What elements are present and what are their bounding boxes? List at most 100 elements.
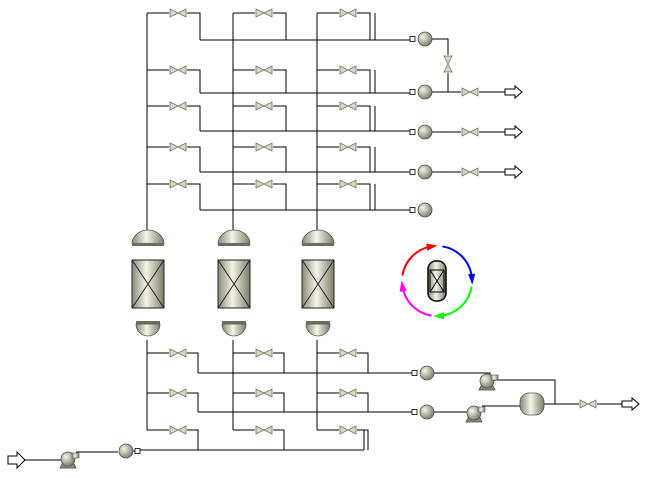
valve-icon[interactable] bbox=[339, 348, 357, 358]
valve-icon[interactable] bbox=[169, 65, 187, 75]
valve-body bbox=[339, 8, 357, 18]
valve-icon[interactable] bbox=[255, 425, 273, 435]
mixer-icon[interactable] bbox=[417, 202, 433, 218]
inlet-port bbox=[409, 207, 416, 213]
valve-icon[interactable] bbox=[169, 348, 187, 358]
valve-body bbox=[461, 167, 479, 177]
valve-body bbox=[255, 142, 273, 152]
valve-icon[interactable] bbox=[169, 8, 187, 18]
pipe-network bbox=[25, 12, 622, 461]
mixer-body bbox=[419, 365, 435, 381]
inlet-port bbox=[409, 169, 416, 175]
valve-body bbox=[169, 425, 187, 435]
column-bottom-dome bbox=[135, 323, 161, 337]
drum-body bbox=[519, 392, 545, 416]
mixer-icon[interactable] bbox=[417, 164, 433, 180]
valve-icon[interactable] bbox=[169, 179, 187, 189]
inlet-port bbox=[134, 448, 141, 454]
valve-icon[interactable] bbox=[339, 142, 357, 152]
valve-icon[interactable] bbox=[255, 65, 273, 75]
valve-icon[interactable] bbox=[579, 399, 597, 409]
valve-body bbox=[461, 127, 479, 137]
inlet-port bbox=[409, 89, 416, 95]
valve-icon[interactable] bbox=[461, 167, 479, 177]
valve-icon[interactable] bbox=[169, 101, 187, 111]
valve-body bbox=[169, 101, 187, 111]
valve-icon[interactable] bbox=[339, 179, 357, 189]
compressor-icon[interactable] bbox=[59, 451, 80, 469]
mixer-icon[interactable] bbox=[419, 404, 435, 420]
branch-pipe bbox=[357, 183, 371, 210]
feed-arrow-icon[interactable] bbox=[7, 450, 26, 470]
compressor-body bbox=[60, 451, 76, 467]
valve-icon[interactable] bbox=[443, 55, 453, 73]
adsorber-column-1[interactable] bbox=[131, 229, 165, 337]
mixer-body bbox=[417, 31, 433, 47]
inlet-port bbox=[411, 409, 418, 415]
valve-icon[interactable] bbox=[339, 8, 357, 18]
valve-icon[interactable] bbox=[169, 425, 187, 435]
valve-icon[interactable] bbox=[461, 127, 479, 137]
valve-icon[interactable] bbox=[255, 142, 273, 152]
mixer-icon[interactable] bbox=[118, 443, 134, 459]
valve-body bbox=[255, 8, 273, 18]
equipment-layer bbox=[7, 8, 640, 470]
compressor-icon[interactable] bbox=[465, 405, 486, 423]
product-arrow-icon[interactable] bbox=[504, 84, 523, 100]
valve-body bbox=[169, 388, 187, 398]
mixer-icon[interactable] bbox=[417, 31, 433, 47]
branch-pipe bbox=[357, 105, 371, 131]
valve-icon[interactable] bbox=[169, 142, 187, 152]
valve-body bbox=[169, 65, 187, 75]
mixer-body bbox=[417, 84, 433, 100]
inlet-port bbox=[411, 370, 418, 376]
compressor-icon[interactable] bbox=[478, 373, 499, 391]
branch-pipe bbox=[187, 392, 199, 412]
valve-body bbox=[169, 142, 187, 152]
valve-body bbox=[255, 179, 273, 189]
mixer-icon[interactable] bbox=[417, 84, 433, 100]
adsorber-column-3[interactable] bbox=[301, 229, 335, 337]
branch-pipe bbox=[273, 146, 287, 172]
valve-icon[interactable] bbox=[339, 101, 357, 111]
valve-body bbox=[579, 399, 597, 409]
valve-body bbox=[461, 87, 479, 97]
column-bottom-flange bbox=[136, 321, 160, 324]
branch-pipe bbox=[187, 69, 201, 93]
branch-pipe bbox=[187, 352, 199, 373]
valve-icon[interactable] bbox=[169, 388, 187, 398]
valve-icon[interactable] bbox=[255, 179, 273, 189]
valve-icon[interactable] bbox=[461, 87, 479, 97]
separator-drum-icon[interactable] bbox=[519, 392, 545, 416]
product-arrow-icon[interactable] bbox=[504, 124, 523, 140]
adsorber-column-2[interactable] bbox=[217, 229, 251, 337]
cycle-arc bbox=[401, 245, 432, 276]
inlet-port bbox=[409, 129, 416, 135]
product-arrow-icon[interactable] bbox=[621, 396, 640, 412]
valve-icon[interactable] bbox=[339, 65, 357, 75]
mixer-icon[interactable] bbox=[419, 365, 435, 381]
valve-icon[interactable] bbox=[255, 101, 273, 111]
valve-icon[interactable] bbox=[339, 425, 357, 435]
valve-icon[interactable] bbox=[255, 348, 273, 358]
valve-icon[interactable] bbox=[339, 388, 357, 398]
branch-pipe bbox=[357, 12, 371, 40]
cycle-bed bbox=[429, 269, 445, 293]
valve-icon[interactable] bbox=[255, 8, 273, 18]
valve-body bbox=[339, 348, 357, 358]
branch-pipe bbox=[187, 105, 201, 131]
valve-icon[interactable] bbox=[255, 388, 273, 398]
cycle-arc bbox=[401, 286, 432, 317]
product-arrow-icon[interactable] bbox=[504, 164, 523, 180]
column-top-dome bbox=[131, 229, 165, 245]
column-bottom-dome bbox=[305, 323, 331, 337]
valve-body bbox=[339, 65, 357, 75]
compressor-body bbox=[466, 405, 482, 421]
cycle-arrowhead bbox=[468, 273, 476, 285]
cycle-arrowhead bbox=[399, 280, 407, 292]
mixer-icon[interactable] bbox=[417, 124, 433, 140]
valve-body bbox=[169, 8, 187, 18]
branch-pipe bbox=[187, 146, 201, 172]
mixer-body bbox=[417, 202, 433, 218]
